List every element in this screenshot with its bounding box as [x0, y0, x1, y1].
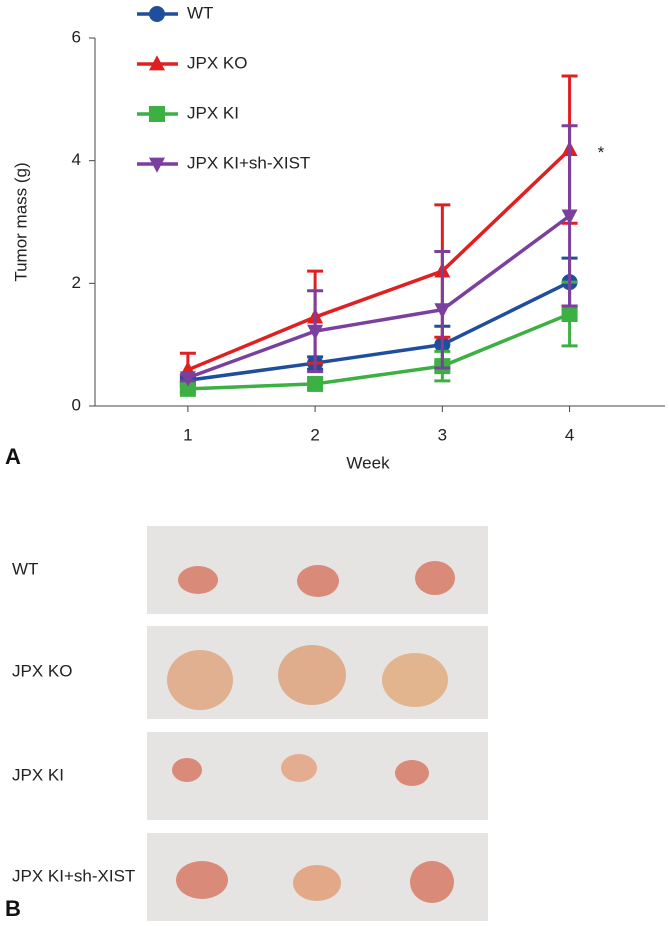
- x-axis-label: Week: [346, 453, 390, 472]
- photo: [147, 732, 488, 820]
- panel-label: A: [5, 444, 21, 469]
- tumors: [167, 561, 455, 903]
- legend-label: JPX KI: [187, 103, 239, 122]
- row-label: JPX KO: [12, 661, 72, 680]
- marker: [434, 303, 451, 319]
- x-tick-label: 4: [565, 425, 574, 444]
- y-axis-label: Tumor mass (g): [11, 162, 30, 281]
- legend-label: JPX KO: [187, 53, 247, 72]
- legend-label: WT: [187, 3, 213, 22]
- annotation: *: [598, 143, 605, 162]
- series-line: [187, 312, 571, 391]
- marker: [561, 209, 578, 225]
- marker: [307, 375, 324, 392]
- x-tick-label: 2: [310, 425, 319, 444]
- row-label: JPX KI+sh-XIST: [12, 866, 135, 885]
- marker: [179, 380, 196, 397]
- legend-marker: [149, 6, 165, 22]
- row-label: JPX KI: [12, 765, 64, 784]
- legend-label: JPX KI+sh-XIST: [187, 153, 310, 172]
- series-line: [187, 148, 571, 372]
- y-tick-label: 4: [72, 150, 81, 169]
- legend-marker: [149, 106, 165, 122]
- x-tick-label: 3: [438, 425, 447, 444]
- row-label: WT: [12, 559, 38, 578]
- series-line: [187, 280, 571, 382]
- series-line: [187, 214, 571, 380]
- marker: [561, 306, 578, 322]
- legend-marker: [149, 55, 165, 71]
- marker: [307, 324, 324, 340]
- y-tick-label: 6: [72, 27, 81, 46]
- x-tick-label: 1: [183, 425, 192, 444]
- y-tick-label: 0: [72, 395, 81, 414]
- panel-label: B: [5, 896, 21, 921]
- legend-marker: [149, 157, 165, 173]
- photo-panel: [147, 526, 488, 921]
- marker: [179, 371, 196, 387]
- y-tick-label: 2: [72, 273, 81, 292]
